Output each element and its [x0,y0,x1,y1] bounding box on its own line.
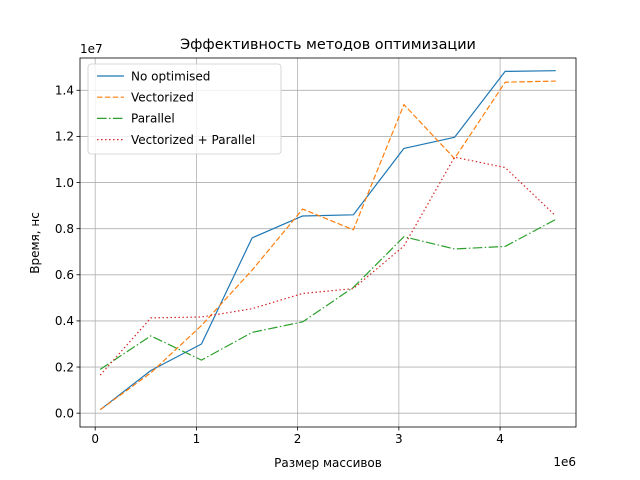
series-line-2 [99,80,556,411]
y-tick-label: 1.0 [55,176,74,190]
legend-label: Parallel [131,112,175,126]
series-lines [99,70,557,411]
legend-label: Vectorized + Parallel [131,133,255,147]
series-line-3 [99,218,557,370]
series-line-4 [99,156,557,376]
x-tick-label: 3 [395,432,403,446]
y-tick-label: 0.8 [55,222,74,236]
x-axis-label: Размер массивов [274,456,382,470]
legend: No optimised Vectorized Parallel Vectorized… [87,63,282,155]
legend-label: No optimised [131,69,210,83]
x-tick-label: 0 [91,432,99,446]
y-tick-label: 1.2 [55,130,74,144]
grid [80,58,576,427]
x-offset-label: 1e6 [553,455,576,469]
ticks: 0 1 2 3 4 0.0 0.2 0.4 0.6 0.8 1.0 1.2 1.4 [55,84,504,446]
chart-title: Эффективность методов оптимизации [180,37,476,53]
x-tick-label: 4 [496,432,504,446]
axes-frame [79,57,577,428]
y-tick-label: 0.6 [55,268,74,282]
x-tick-label: 2 [294,432,302,446]
x-tick-label: 1 [193,432,201,446]
y-axis-label: Время, нс [28,212,42,274]
legend-box [87,63,282,155]
series-line-1 [99,70,556,411]
y-tick-label: 0.4 [55,314,74,328]
y-offset-label: 1e7 [80,42,103,56]
y-tick-label: 1.4 [55,84,74,98]
y-tick-label: 0.2 [55,360,74,374]
legend-label: Vectorized [131,91,194,105]
y-tick-label: 0.0 [55,406,74,420]
